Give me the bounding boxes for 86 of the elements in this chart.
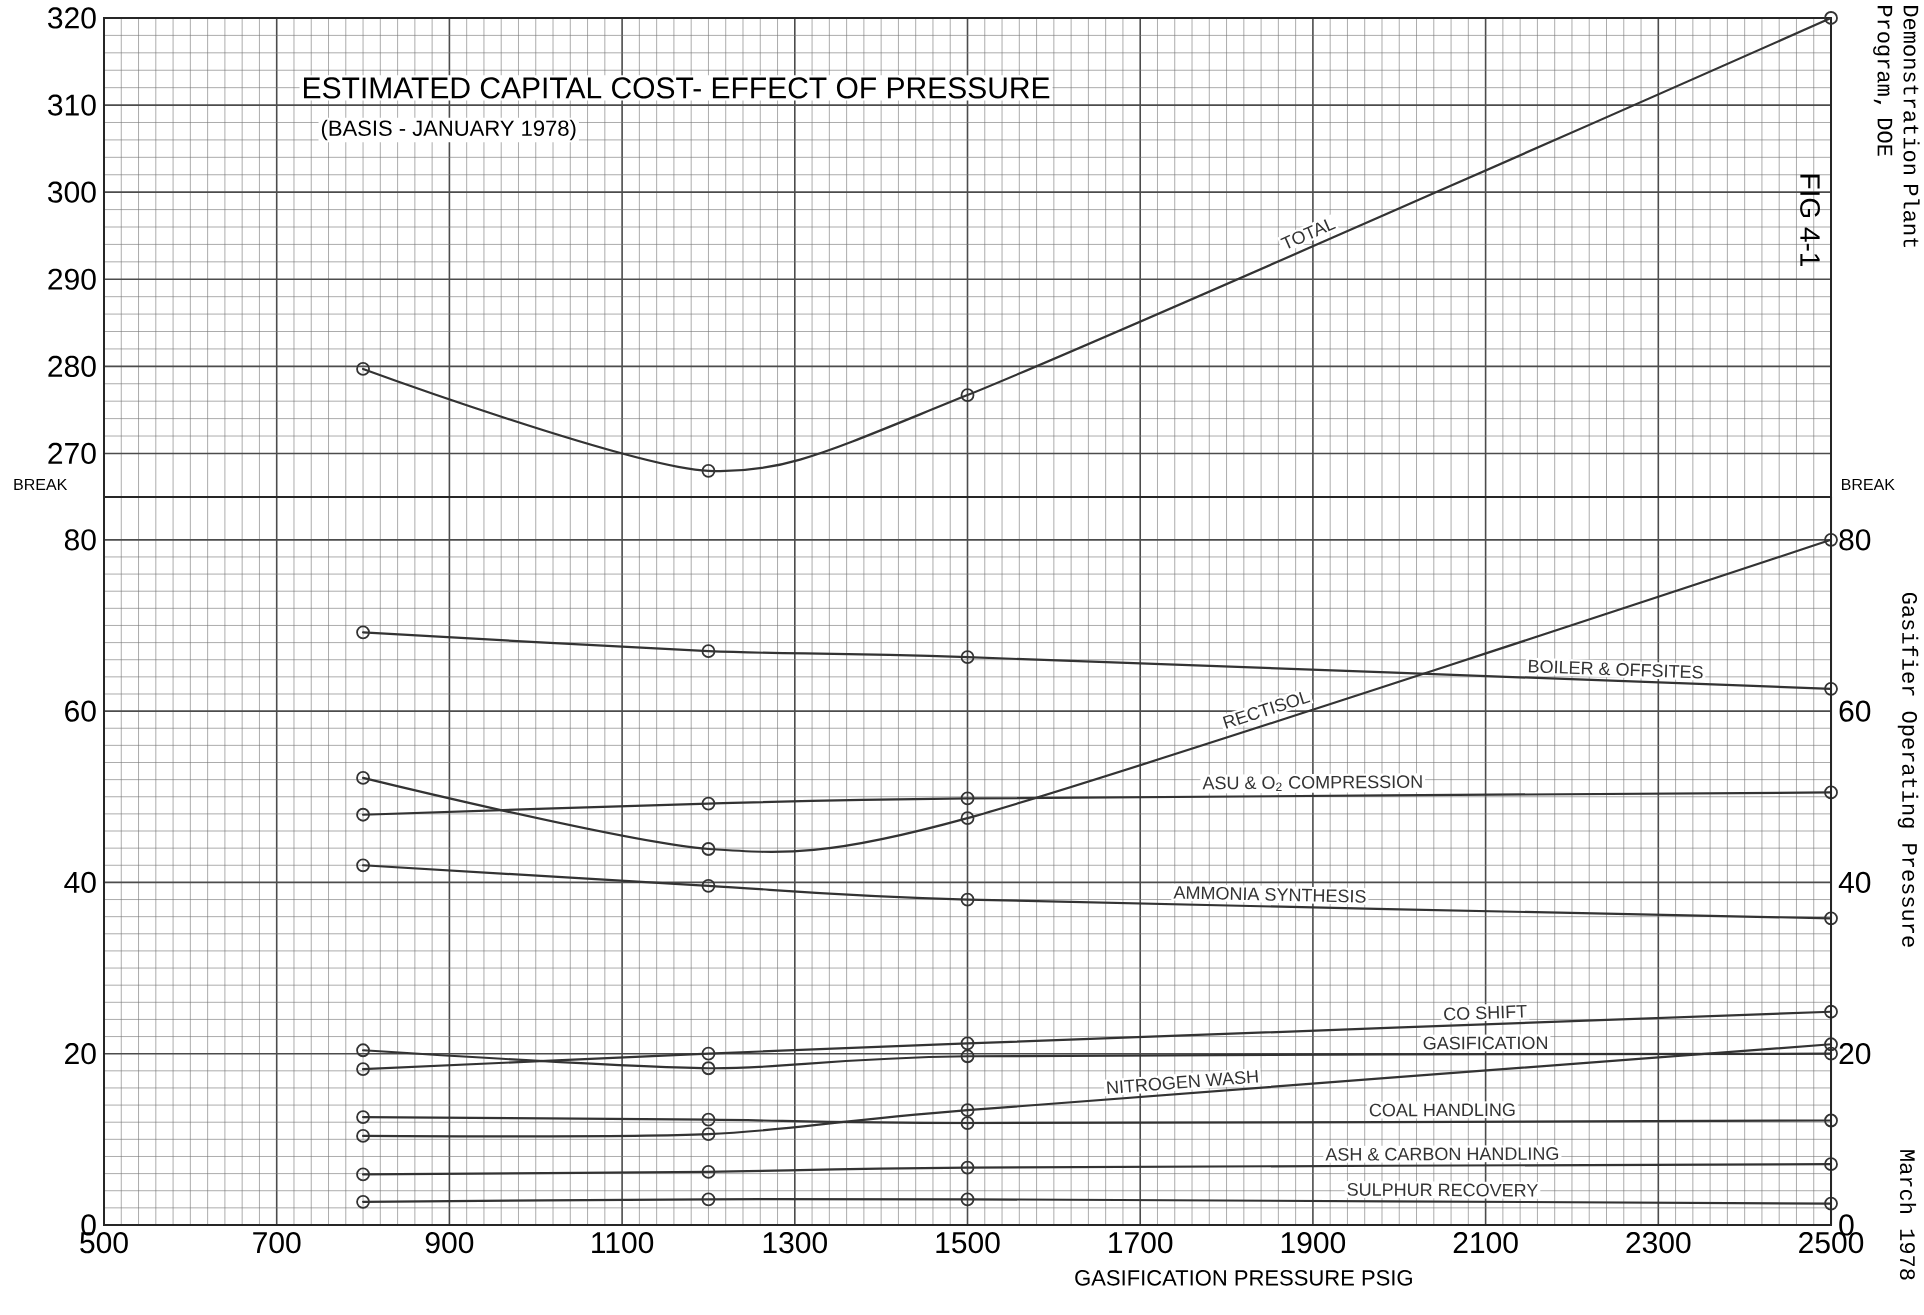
point — [356, 362, 370, 376]
point — [1824, 681, 1838, 696]
y-tick-label: 20 — [65, 1043, 96, 1065]
x-tick-label: 1900 — [1281, 1232, 1346, 1254]
point — [701, 796, 716, 811]
y-tick-label: 60 — [65, 700, 96, 722]
point — [1824, 1196, 1838, 1211]
point — [701, 1061, 716, 1076]
y-tick-label: 40 — [64, 871, 96, 894]
point — [1824, 1113, 1838, 1128]
point — [1824, 785, 1838, 800]
point — [701, 463, 716, 478]
y2-tick-label: 40 — [1838, 871, 1871, 894]
series-label: NITROGEN WASH — [1107, 1070, 1258, 1094]
series-label: ASU & O$_{2}$ COMPRESSION — [1202, 775, 1422, 791]
y-tick-label: 270 — [48, 442, 96, 465]
point — [1824, 1046, 1838, 1061]
point — [356, 1194, 370, 1209]
point — [1824, 11, 1838, 25]
y-tick-label: 80 — [64, 529, 96, 551]
y2-tick-label: 20 — [1839, 1043, 1871, 1065]
text: TOTAL — [1280, 219, 1336, 249]
series-label: ASH & CARBON HANDLING — [1325, 1147, 1559, 1161]
series-label: CO SHIFT — [1444, 1004, 1527, 1021]
point — [356, 1062, 370, 1077]
point — [1824, 1037, 1838, 1052]
point — [701, 878, 716, 893]
point — [701, 1192, 716, 1207]
point — [960, 791, 975, 806]
point — [960, 1049, 975, 1064]
text: ESTIMATED CAPITAL COST- EFFECT OF PRESSURE — [304, 77, 1050, 99]
point — [960, 811, 975, 826]
point — [356, 771, 370, 785]
x-axis-title: GASIFICATION PRESSURE PSIG — [1075, 1270, 1412, 1286]
point — [1824, 911, 1838, 926]
point — [960, 1116, 975, 1130]
x-tick-label: 1700 — [1109, 1232, 1173, 1254]
y-tick-label: 320 — [48, 7, 96, 29]
y-tick-label: 290 — [48, 268, 96, 290]
point — [1824, 1157, 1838, 1172]
x-tick-label: 2300 — [1626, 1232, 1691, 1254]
point — [960, 1103, 975, 1118]
series-label: GASIFICATION — [1423, 1036, 1547, 1050]
x-tick-label: 1100 — [592, 1232, 654, 1254]
series-label: AMMONIA SYNTHESIS — [1173, 886, 1366, 903]
point — [701, 842, 716, 856]
point — [356, 807, 370, 822]
point — [960, 1192, 975, 1207]
series-label: SULPHUR RECOVERY — [1347, 1183, 1538, 1197]
point — [701, 644, 716, 659]
text: BREAK — [1842, 478, 1895, 490]
point — [701, 1127, 716, 1142]
series-label: BOILER & OFFSITES — [1528, 659, 1703, 679]
x-tick-label: 2100 — [1453, 1232, 1518, 1254]
point — [356, 1167, 370, 1182]
point — [356, 858, 370, 873]
text: (BASIS - JANUARY 1978) — [321, 119, 576, 141]
x-tick-label: 900 — [425, 1232, 474, 1254]
point — [960, 1036, 975, 1051]
y-tick-label: 310 — [48, 94, 96, 116]
point — [960, 1160, 975, 1175]
point — [356, 1043, 370, 1058]
text: Demonstration Plant Program, DOE — [1873, 6, 1920, 248]
text: Gasifier Operating Pressure — [1897, 592, 1919, 947]
point — [701, 1046, 716, 1061]
point — [701, 1164, 716, 1179]
point — [356, 625, 370, 640]
point — [356, 1129, 370, 1143]
y2-tick-label: 60 — [1839, 700, 1871, 722]
series-label: COAL HANDLING — [1369, 1103, 1515, 1117]
x-tick-label: 1500 — [936, 1232, 1000, 1254]
y-tick-label: 280 — [48, 355, 96, 377]
y2-tick-label: 80 — [1839, 529, 1871, 551]
point — [1824, 532, 1838, 547]
point — [960, 650, 975, 665]
x-tick-label: 700 — [253, 1232, 301, 1254]
point — [701, 1112, 716, 1127]
text: March 1978 — [1899, 1150, 1917, 1280]
x-tick-label: 1300 — [763, 1232, 827, 1254]
point — [356, 1110, 370, 1124]
point — [960, 892, 975, 907]
annotation: FIG 4-1 — [1800, 174, 1820, 267]
point — [960, 388, 975, 402]
y-tick-label: 300 — [48, 181, 96, 203]
point — [1824, 1004, 1838, 1019]
text: BREAK — [14, 478, 68, 490]
